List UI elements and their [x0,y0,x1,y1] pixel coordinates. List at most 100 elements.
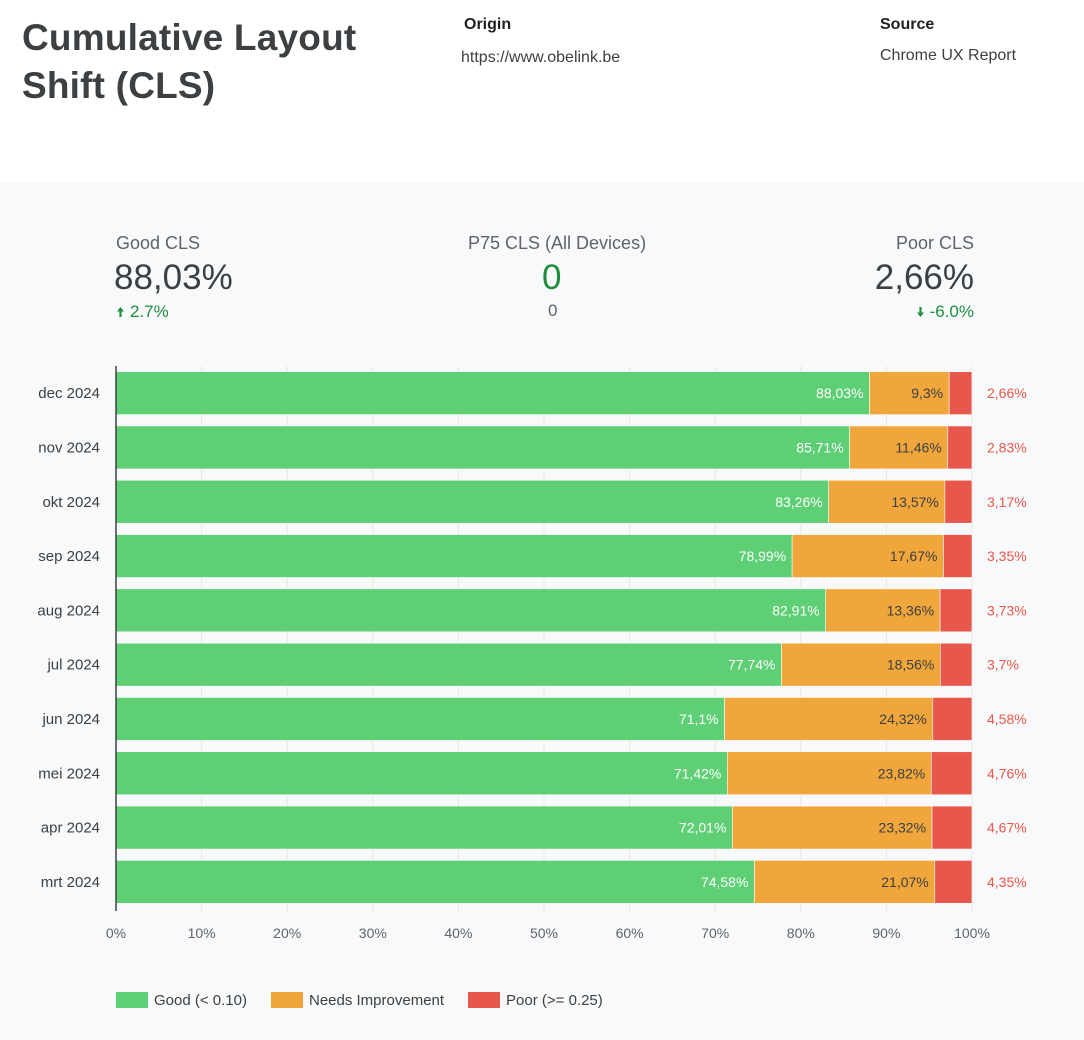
bar-segment-poor [940,642,973,687]
category-label: apr 2024 [41,820,100,837]
x-tick-label: 40% [444,925,472,941]
source-label: Source [880,16,935,33]
category-label: nov 2024 [38,439,100,456]
legend-swatch-poor [468,992,501,1008]
bar-segment-needs-improvement [828,479,946,524]
x-tick-label: 80% [787,925,815,941]
data-label-good: 83,26% [775,494,822,510]
data-label-needs-improvement: 24,32% [879,711,926,727]
category-label: dec 2024 [38,385,100,402]
x-tick-label: 100% [954,925,990,941]
x-tick-label: 70% [701,925,729,941]
data-label-good: 71,1% [679,711,719,727]
legend-label-good: Good (< 0.10) [154,991,247,1009]
data-label-good: 71,42% [674,765,721,781]
legend-label-poor: Poor (>= 0.25) [506,991,603,1009]
page-title-line-2: Shift (CLS) [22,65,216,106]
bar-segment-poor [943,534,973,578]
legend-label-needs-improvement: Needs Improvement [308,991,445,1009]
arrow-up-icon [117,307,124,317]
bar-segment-needs-improvement [724,697,934,741]
data-label-needs-improvement: 13,36% [887,602,934,618]
data-label-needs-improvement: 11,46% [895,439,941,455]
x-tick-label: 20% [273,925,301,941]
x-tick-label: 60% [616,925,644,941]
legend-swatch-good [116,992,148,1008]
bar-segment-poor [934,860,973,904]
cls-distribution-chart: 0% 10% 20% 30% 40% 50% 60% 70% 80% 90% 100% dec 202… [37,366,1027,941]
good-cls-label: Good CLS [116,233,201,253]
bar-segment-good [115,697,725,741]
legend-item-poor: Poor (>= 0.25) [468,992,603,1009]
data-label-needs-improvement: 23,82% [878,765,925,781]
bar-segment-poor [931,805,973,850]
category-label: mei 2024 [38,765,100,782]
p75-cls-value: 0 [542,258,562,297]
legend-item-good: Good (< 0.10) [116,992,247,1009]
report-header: Cumulative Layout Shift (CLS) Origin htt… [0,0,1084,182]
legend-swatch-needs-improvement [270,992,303,1008]
p75-cls-label: P75 CLS (All Devices) [468,233,647,253]
x-tick-label: 10% [188,925,216,941]
origin-label: Origin [464,16,512,33]
arrow-down-icon [916,307,924,317]
bar-segment-good [115,751,728,796]
bar-segment-needs-improvement [825,588,941,633]
p75-cls-sub: 0 [548,301,558,320]
data-label-good: 74,58% [701,874,748,890]
data-label-needs-improvement: 21,07% [881,874,928,890]
x-tick-label: 30% [359,925,387,941]
category-label: mrt 2024 [41,874,100,891]
page-title: Cumulative Layout Shift (CLS) [22,14,422,110]
bar-segment-good [115,805,733,850]
bar-segment-needs-improvement [791,534,944,578]
data-label-poor: 3,17% [987,494,1027,510]
origin-value: https://www.obelink.be [461,49,621,66]
data-label-good: 77,74% [728,657,775,673]
data-label-poor: 4,58% [987,711,1027,727]
bar-segment-good [115,534,793,578]
data-label-poor: 3,7% [987,657,1019,673]
bar-segment-good [115,425,850,470]
data-label-good: 88,03% [816,385,863,401]
data-label-good: 78,99% [739,548,786,564]
data-label-poor: 3,35% [987,548,1027,564]
poor-cls-delta-value: -6.0% [929,302,974,321]
category-label: sep 2024 [38,548,100,565]
chart-legend: Good (< 0.10) Needs Improvement Poor (>=… [116,990,627,1010]
data-label-poor: 3,73% [987,602,1027,618]
good-cls-delta-value: 2.7% [130,302,169,321]
bar-segment-poor [948,371,973,415]
bar-segment-poor [944,479,973,524]
data-label-good: 82,91% [772,602,819,618]
category-label: jul 2024 [46,657,100,674]
bar-segment-poor [930,751,973,796]
bar-segment-needs-improvement [727,751,932,796]
bar-segment-needs-improvement [732,805,933,850]
bar-segment-needs-improvement [754,860,936,904]
bar-segment-good [115,588,827,633]
category-label: okt 2024 [42,494,100,511]
good-cls-delta: 2.7% [116,302,169,322]
data-label-needs-improvement: 9,3% [911,385,943,401]
category-label: aug 2024 [37,602,100,619]
data-label-poor: 4,67% [987,820,1027,836]
data-label-good: 72,01% [679,820,726,836]
data-label-poor: 4,76% [987,765,1027,781]
data-label-needs-improvement: 13,57% [891,494,938,510]
bar-segment-good [115,642,782,687]
bar-segment-poor [947,425,973,470]
data-label-needs-improvement: 17,67% [890,548,937,564]
category-label: jun 2024 [41,711,100,728]
data-label-poor: 4,35% [987,874,1027,890]
bar-segment-good [115,860,755,904]
data-label-poor: 2,66% [987,385,1027,401]
x-tick-label: 50% [530,925,558,941]
bar-segment-poor [939,588,973,633]
source-value: Chrome UX Report [880,47,1017,64]
x-tick-label: 90% [872,925,900,941]
data-label-needs-improvement: 23,32% [879,820,926,836]
good-cls-value: 88,03% [114,258,233,297]
data-label-needs-improvement: 18,56% [887,657,934,673]
bar-segment-good [115,371,870,415]
